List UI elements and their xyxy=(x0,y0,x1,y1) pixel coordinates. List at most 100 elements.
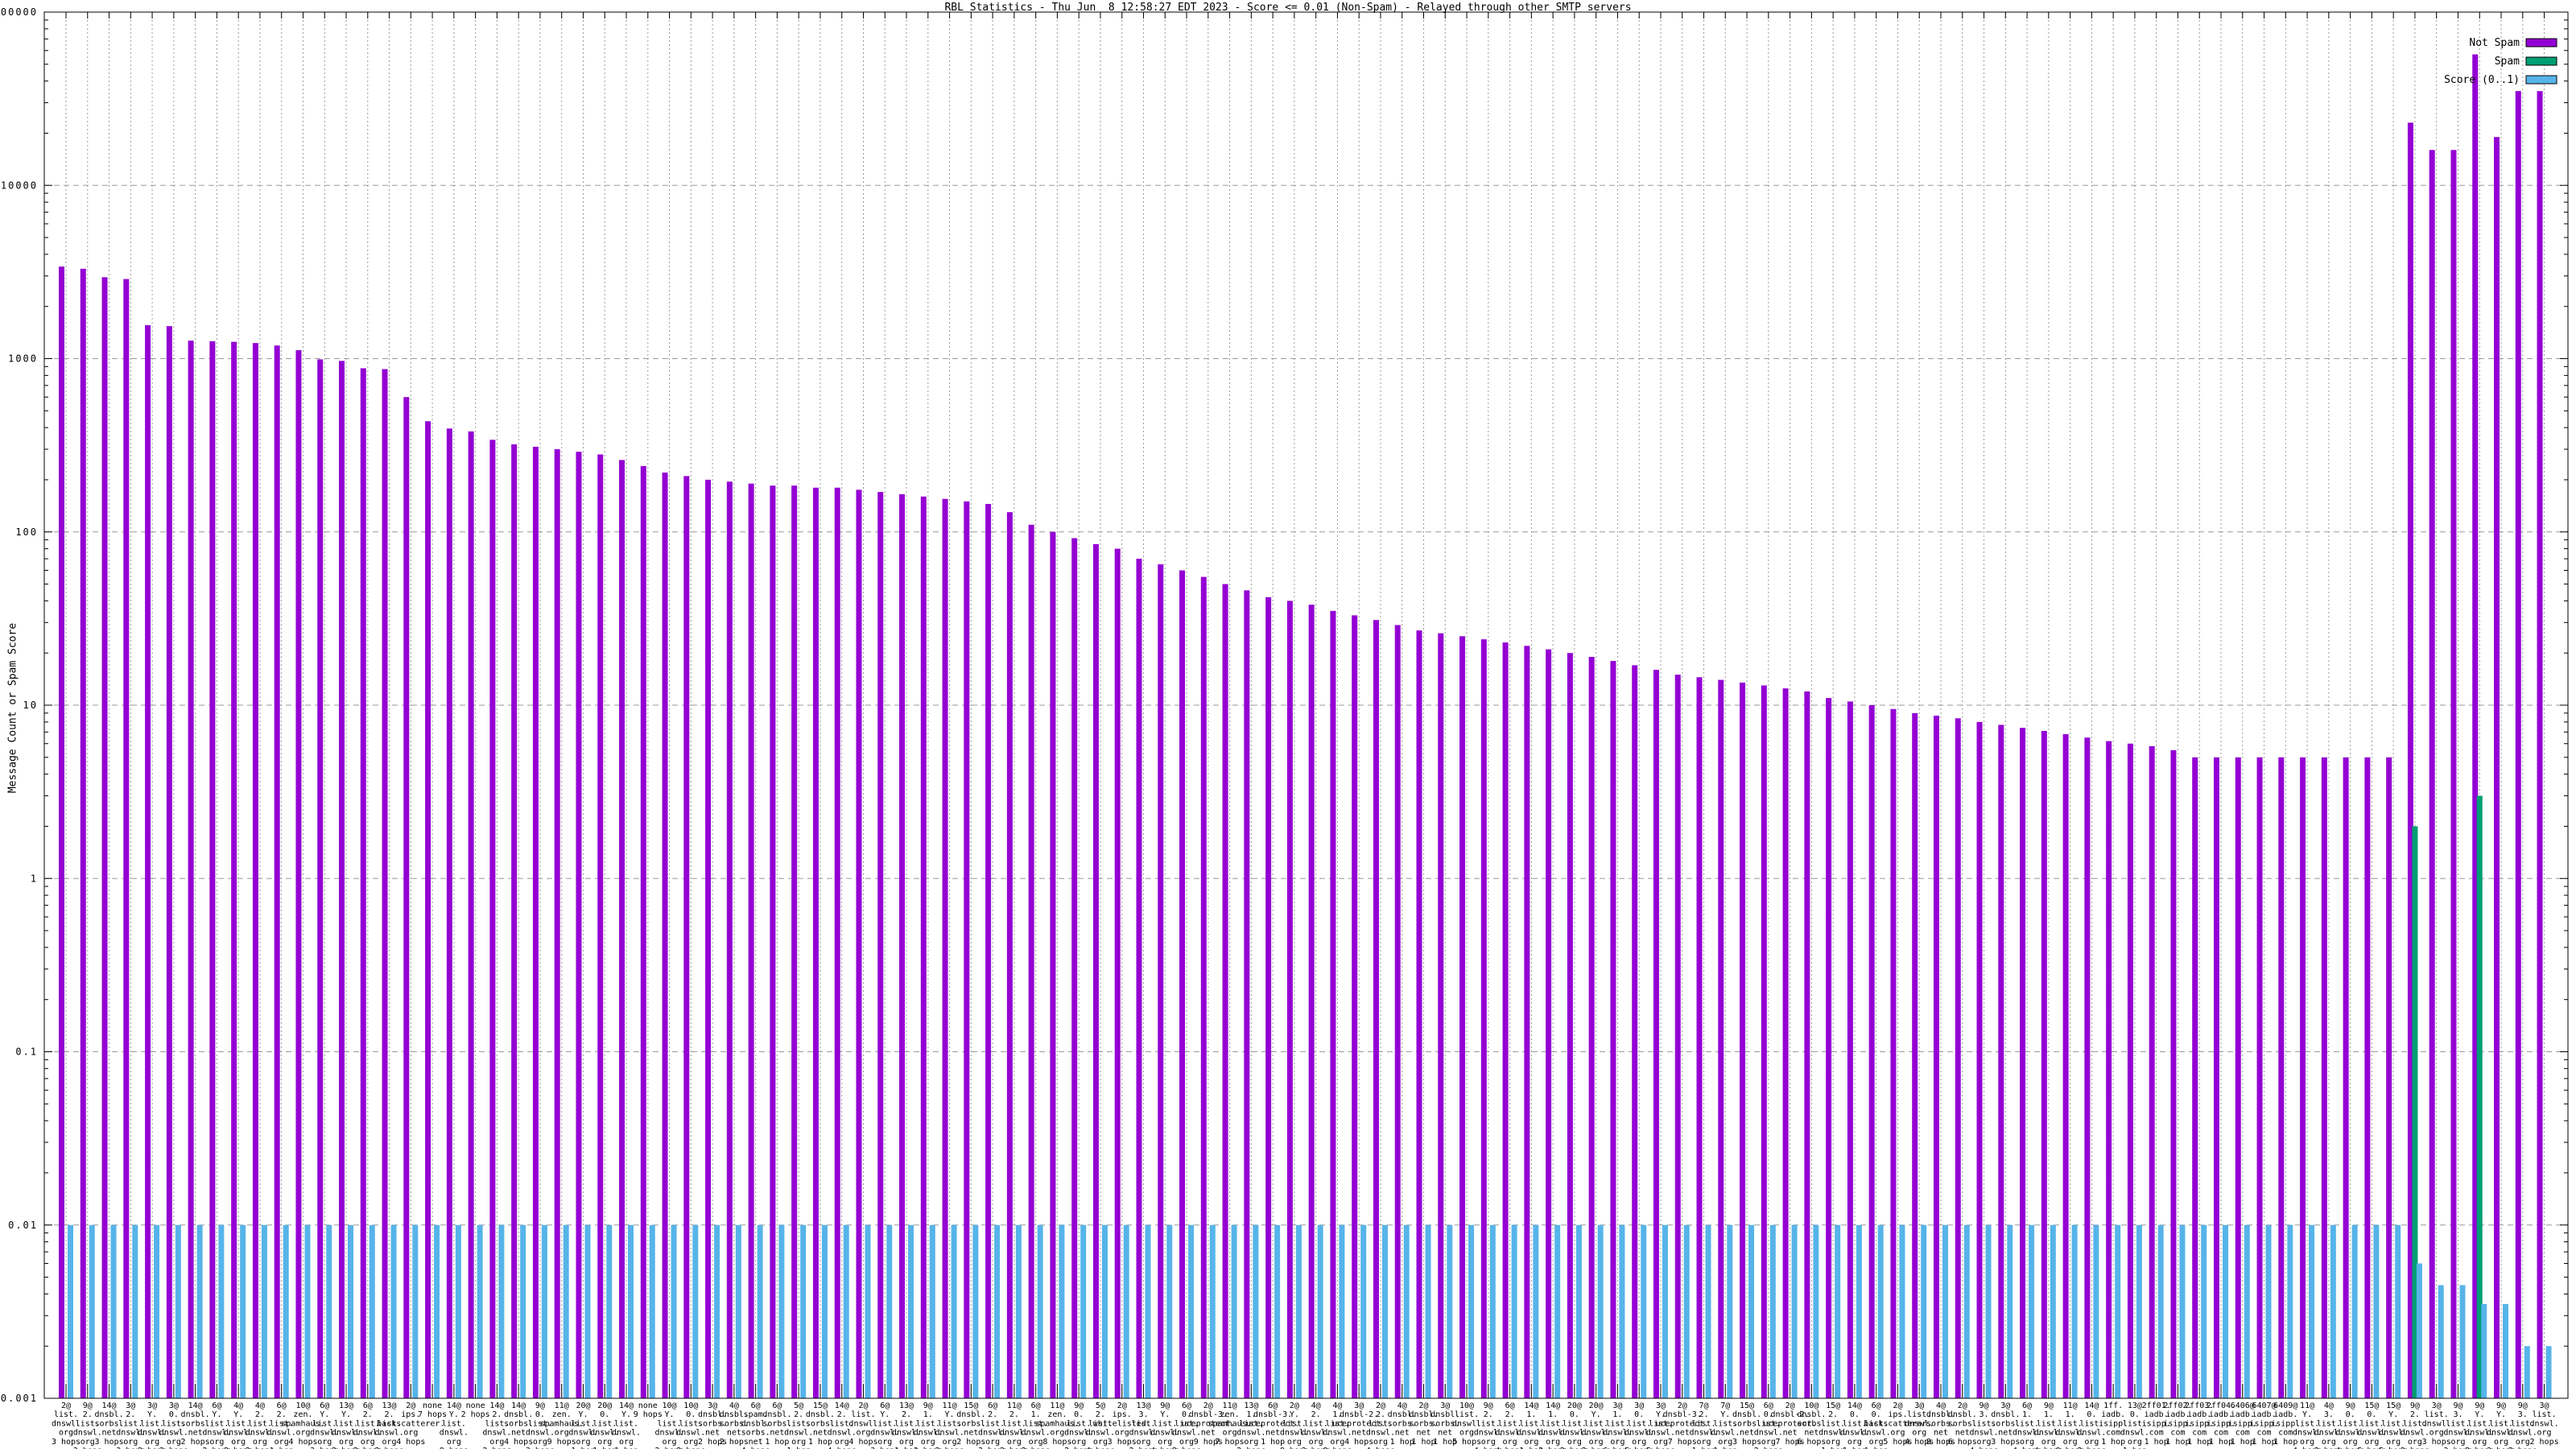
x-tick-label: 5 hops xyxy=(1452,1438,1481,1447)
bar-score xyxy=(778,1225,784,1398)
bar-score xyxy=(952,1225,957,1398)
x-tick-label: 9@ xyxy=(2346,1402,2355,1410)
bar-score xyxy=(865,1225,870,1398)
x-tick-label: 13@ xyxy=(339,1402,353,1410)
x-tick-label: list. xyxy=(1282,1419,1307,1428)
bar-score xyxy=(1748,1225,1754,1398)
x-tick-label: 6@ xyxy=(277,1402,287,1410)
bar-not-spam xyxy=(555,449,560,1398)
bar-score xyxy=(2244,1225,2250,1398)
x-tick-label: org xyxy=(1309,1438,1323,1447)
x-tick-label: com xyxy=(2235,1429,2250,1438)
bar-not-spam xyxy=(2494,137,2500,1398)
bar-score xyxy=(736,1225,741,1398)
x-tick-label: org xyxy=(317,1438,332,1447)
bar-score xyxy=(1770,1225,1776,1398)
bar-not-spam xyxy=(2429,150,2435,1398)
x-tick-label: 0. xyxy=(169,1410,179,1419)
x-tick-label: org xyxy=(1589,1438,1604,1447)
x-tick-label: 3 hops xyxy=(52,1438,80,1447)
x-tick-label: net xyxy=(1352,1429,1366,1438)
x-tick-label: dnswl. xyxy=(1646,1429,1675,1438)
x-tick-label: dnswl. xyxy=(784,1429,813,1438)
bar-score xyxy=(1232,1225,1237,1398)
x-tick-label: 2 hops xyxy=(181,1438,210,1447)
x-tick-label: 7 hops xyxy=(1216,1438,1245,1447)
x-tick-label: 2. xyxy=(902,1410,911,1419)
x-tick-label: 2@ xyxy=(1376,1402,1385,1410)
bar-not-spam xyxy=(1481,639,1487,1398)
x-tick-label: 1 hop xyxy=(2165,1438,2190,1447)
bar-score xyxy=(1016,1225,1022,1398)
x-tick-label: 9 hops xyxy=(634,1410,663,1419)
x-tick-label: 9@ xyxy=(2518,1402,2528,1410)
bar-not-spam xyxy=(1890,709,1896,1398)
x-tick-label: Y. xyxy=(2496,1410,2506,1419)
bar-score xyxy=(1188,1225,1194,1398)
x-tick-label: net xyxy=(102,1429,117,1438)
x-tick-label: dnswl. xyxy=(1711,1429,1740,1438)
bar-score xyxy=(1899,1225,1905,1398)
bar-score xyxy=(1964,1225,1970,1398)
x-tick-label: org xyxy=(2041,1438,2056,1447)
x-tick-label: net xyxy=(770,1429,784,1438)
x-tick-label: org xyxy=(1567,1438,1582,1447)
bar-not-spam xyxy=(727,481,733,1398)
bar-not-spam xyxy=(576,452,581,1398)
x-tick-label: dnswl. xyxy=(267,1429,296,1438)
bar-not-spam xyxy=(1050,532,1055,1398)
x-tick-label: 1 hop xyxy=(2273,1438,2297,1447)
x-tick-label: 2. xyxy=(492,1410,502,1419)
bar-not-spam xyxy=(317,359,323,1398)
x-tick-label: dnsbl. xyxy=(956,1410,985,1419)
x-tick-label: 0. xyxy=(535,1410,545,1419)
x-tick-label: org xyxy=(899,1438,914,1447)
x-tick-label: 20@ xyxy=(1567,1402,1582,1410)
x-tick-label: 11@ xyxy=(2063,1402,2078,1410)
x-tick-label: 3@ xyxy=(2000,1402,2010,1410)
x-tick-label: 3@ xyxy=(1656,1402,1666,1410)
x-tick-label: 3 hops xyxy=(1991,1438,2020,1447)
x-tick-label: 3. xyxy=(2324,1410,2334,1419)
x-tick-label: dnsbl-3. xyxy=(1253,1410,1292,1419)
x-tick-label: list. xyxy=(1584,1419,1608,1428)
bar-score xyxy=(348,1225,353,1398)
bar-score xyxy=(2546,1346,2552,1398)
x-tick-label: 20@ xyxy=(597,1402,612,1410)
bar-score xyxy=(1080,1225,1086,1398)
x-tick-label: 10@ xyxy=(683,1402,698,1410)
bar-score xyxy=(1641,1225,1646,1398)
x-tick-label: list. xyxy=(312,1419,336,1428)
x-tick-label: org xyxy=(2128,1438,2142,1447)
x-tick-label: 2. xyxy=(1505,1410,1515,1419)
y-tick-label: 1000 xyxy=(8,353,38,365)
x-tick-label: org xyxy=(683,1438,698,1447)
bar-not-spam xyxy=(1977,722,1983,1398)
bar-score xyxy=(434,1225,440,1398)
x-tick-label: iadb. xyxy=(2187,1410,2211,1419)
x-tick-label: 0. xyxy=(686,1410,696,1419)
x-tick-label: org xyxy=(1610,1438,1624,1447)
x-tick-label: ips. xyxy=(1888,1410,1907,1419)
bar-score xyxy=(1360,1225,1366,1398)
x-tick-label: 6406@ xyxy=(2231,1402,2255,1410)
x-tick-label: Y. xyxy=(233,1410,243,1419)
bar-not-spam xyxy=(1610,661,1616,1398)
x-tick-label: 8 hops xyxy=(1042,1438,1071,1447)
x-tick-label: zen. xyxy=(1047,1410,1067,1419)
x-tick-label: 10@ xyxy=(295,1402,310,1410)
x-tick-label: dnswl. xyxy=(2529,1419,2558,1428)
x-tick-label: dnswl. xyxy=(73,1429,102,1438)
bar-score xyxy=(1468,1225,1474,1398)
bar-not-spam xyxy=(663,473,668,1398)
x-tick-label: 4@ xyxy=(1936,1402,1946,1410)
x-tick-label: 1 hop xyxy=(2252,1438,2276,1447)
bar-score xyxy=(2093,1225,2099,1398)
bar-score xyxy=(412,1225,418,1398)
x-tick-label: org xyxy=(1223,1429,1237,1438)
x-tick-label: dnswl. xyxy=(1862,1429,1891,1438)
bar-score xyxy=(283,1225,289,1398)
x-tick-label: dnswl. xyxy=(1754,1429,1783,1438)
bar-not-spam xyxy=(1847,701,1853,1398)
x-tick-label: 3 hops xyxy=(94,1438,123,1447)
